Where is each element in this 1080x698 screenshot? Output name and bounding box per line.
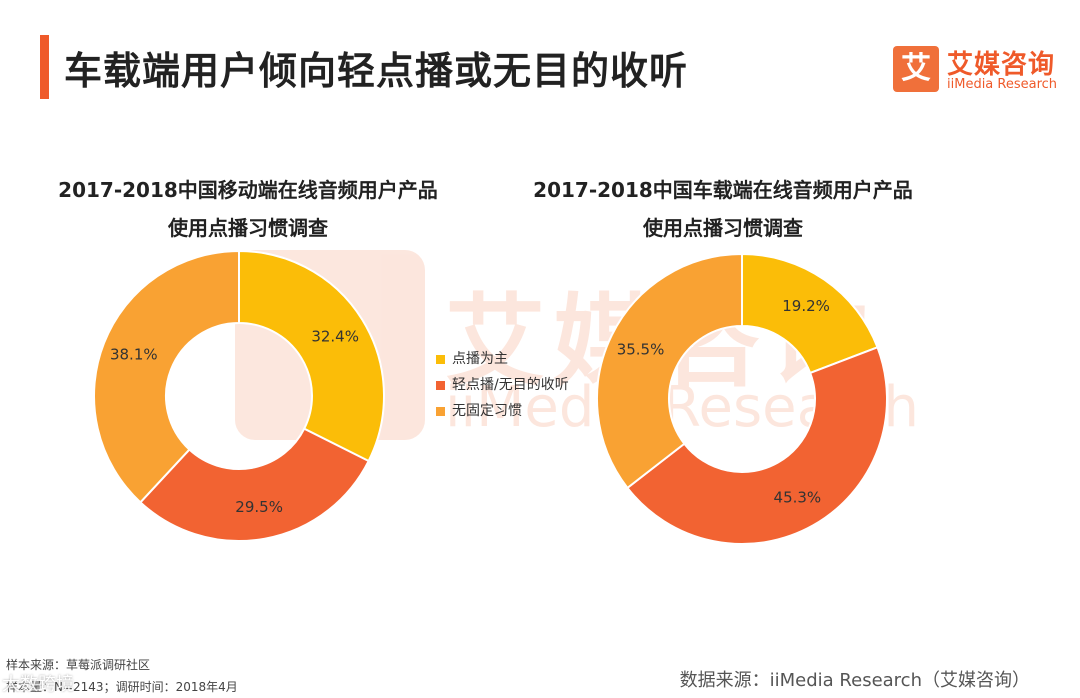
left-donut-slice-1 [238, 249, 385, 463]
left-donut-slice-2 [138, 427, 370, 542]
logo-text-en: iiMedia Research [947, 77, 1058, 92]
legend-label: 轻点播/无目的收听 [452, 377, 569, 393]
sample-source-note: 样本来源：草莓派调研社区 [6, 658, 151, 672]
legend-item-on-demand: 点播为主 [436, 346, 569, 372]
legend-label: 无固定习惯 [452, 403, 522, 419]
right-donut-slice-2 [626, 346, 888, 545]
sample-size-note: 样本量：N=2143；调研时间：2018年4月 [6, 680, 238, 694]
legend-swatch [436, 381, 445, 390]
right-donut-label-2: 45.3% [774, 489, 822, 507]
corner-watermark: 大数跨境 [2, 674, 74, 695]
left-chart-title: 2017-2018中国移动端在线音频用户产品 使用点播习惯调查 [38, 171, 458, 247]
left-donut-label-2: 29.5% [235, 498, 283, 516]
legend-label: 点播为主 [452, 351, 508, 367]
legend-item-light-on-demand: 轻点播/无目的收听 [436, 372, 569, 398]
right-chart-title-line2: 使用点播习惯调查 [643, 216, 803, 240]
legend: 点播为主 轻点播/无目的收听 无固定习惯 [436, 346, 569, 424]
right-chart-title-line1: 2017-2018中国车载端在线音频用户产品 [533, 178, 913, 202]
left-chart-title-line2: 使用点播习惯调查 [168, 216, 328, 240]
right-donut-slice-1 [741, 252, 879, 375]
right-donut-label-1: 19.2% [782, 297, 830, 315]
brand-logo: 艾 艾媒咨询 iiMedia Research [893, 42, 1063, 97]
logo-text-cn: 艾媒咨询 [947, 50, 1056, 80]
legend-swatch [436, 355, 445, 364]
right-chart-title: 2017-2018中国车载端在线音频用户产品 使用点播习惯调查 [508, 171, 938, 247]
left-donut-label-3: 38.1% [110, 346, 158, 364]
legend-swatch [436, 407, 445, 416]
data-source: 数据来源：iiMedia Research（艾媒咨询） [679, 670, 1030, 691]
right-donut-slice-3 [596, 252, 743, 490]
right-donut-label-3: 35.5% [617, 340, 665, 358]
left-donut-label-1: 32.4% [311, 328, 359, 346]
page-title: 车载端用户倾向轻点播或无目的收听 [64, 49, 689, 93]
legend-item-no-habit: 无固定习惯 [436, 398, 569, 424]
left-chart-title-line1: 2017-2018中国移动端在线音频用户产品 [58, 178, 438, 202]
logo-glyph: 艾 [901, 51, 931, 86]
logo-icon: 艾 [893, 46, 939, 92]
left-donut-slice-3 [93, 249, 240, 504]
title-accent-bar [40, 35, 49, 99]
